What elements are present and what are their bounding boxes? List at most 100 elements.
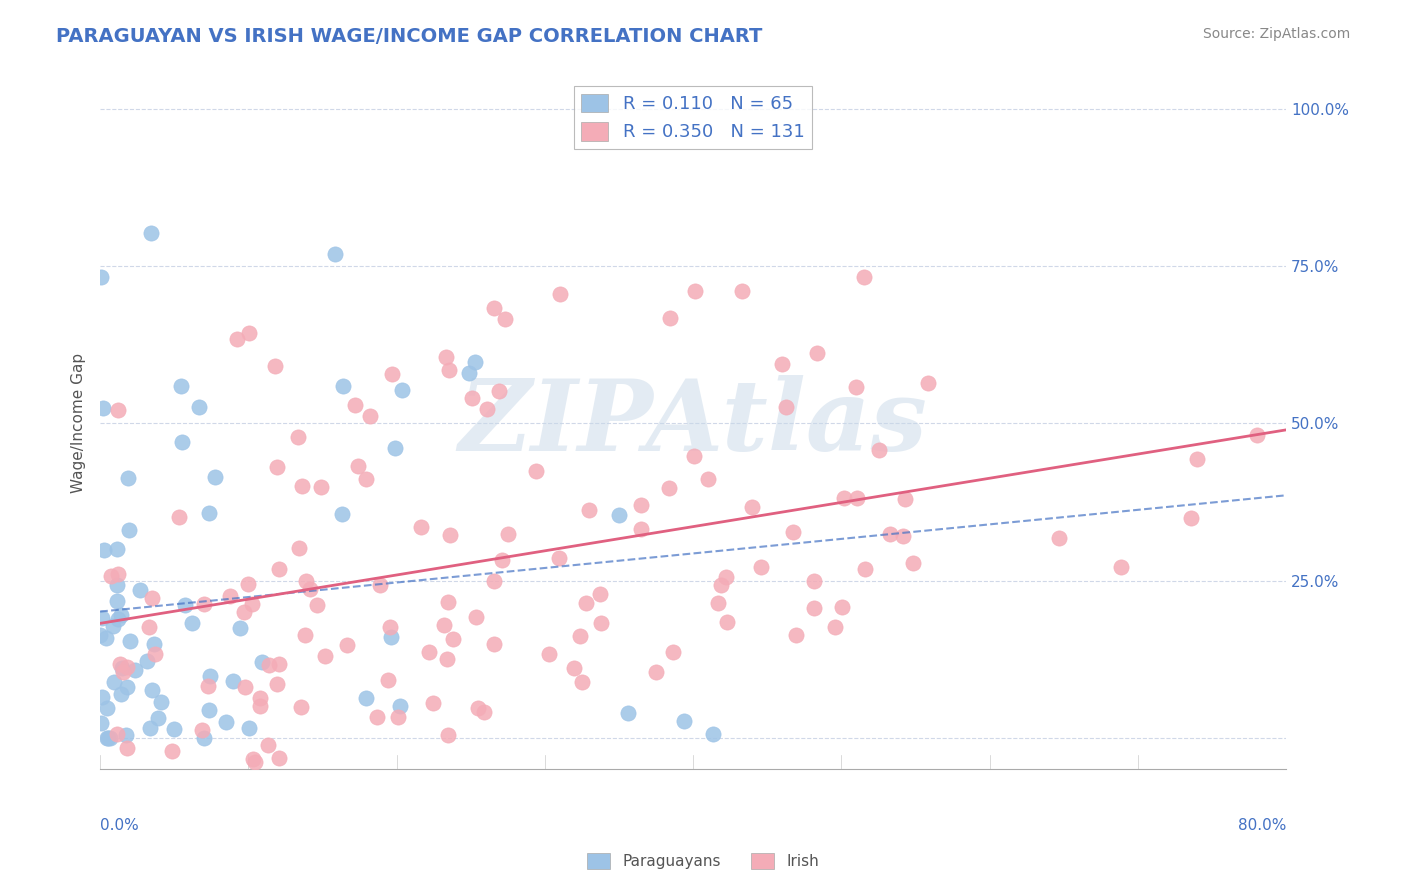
Point bbox=[439, 527, 461, 541]
Point bbox=[562, 661, 585, 675]
Point bbox=[387, 710, 409, 724]
Point bbox=[917, 376, 939, 390]
Point bbox=[645, 665, 668, 679]
Point bbox=[105, 577, 128, 591]
Point bbox=[101, 619, 124, 633]
Point bbox=[193, 597, 215, 611]
Point bbox=[377, 673, 399, 687]
Point bbox=[1180, 511, 1202, 525]
Point bbox=[834, 491, 856, 505]
Point bbox=[90, 715, 112, 730]
Point bbox=[1246, 427, 1268, 442]
Point bbox=[107, 612, 129, 626]
Point bbox=[707, 596, 730, 610]
Point bbox=[100, 731, 122, 746]
Point bbox=[354, 691, 377, 706]
Point bbox=[683, 284, 706, 298]
Point bbox=[1047, 531, 1070, 545]
Point bbox=[891, 529, 914, 543]
Point bbox=[803, 600, 825, 615]
Point bbox=[136, 654, 159, 668]
Point bbox=[295, 574, 318, 588]
Point bbox=[437, 595, 460, 609]
Point bbox=[441, 632, 464, 646]
Point bbox=[107, 402, 129, 417]
Point bbox=[111, 661, 134, 675]
Point bbox=[314, 648, 336, 663]
Point bbox=[115, 741, 138, 756]
Point bbox=[229, 620, 252, 634]
Point bbox=[146, 711, 169, 725]
Point bbox=[749, 560, 772, 574]
Point bbox=[702, 726, 724, 740]
Point bbox=[97, 731, 120, 746]
Point bbox=[894, 492, 917, 507]
Point bbox=[103, 674, 125, 689]
Text: ZIPAtlas: ZIPAtlas bbox=[458, 376, 928, 472]
Point bbox=[831, 599, 853, 614]
Point bbox=[173, 598, 195, 612]
Point bbox=[855, 562, 877, 576]
Point bbox=[571, 674, 593, 689]
Point bbox=[494, 312, 516, 326]
Point bbox=[163, 722, 186, 736]
Point bbox=[149, 695, 172, 709]
Point bbox=[193, 731, 215, 745]
Point bbox=[568, 629, 591, 643]
Point bbox=[332, 379, 354, 393]
Point bbox=[188, 400, 211, 414]
Point bbox=[482, 637, 505, 651]
Point bbox=[141, 591, 163, 605]
Point bbox=[105, 727, 128, 741]
Point bbox=[588, 587, 610, 601]
Point bbox=[218, 590, 240, 604]
Point bbox=[160, 744, 183, 758]
Point bbox=[96, 731, 118, 746]
Point bbox=[439, 363, 461, 377]
Point bbox=[110, 608, 132, 623]
Point bbox=[782, 525, 804, 540]
Point bbox=[1109, 560, 1132, 574]
Point bbox=[482, 574, 505, 589]
Point bbox=[305, 598, 328, 612]
Point bbox=[434, 350, 457, 364]
Point bbox=[238, 577, 260, 591]
Point bbox=[461, 392, 484, 406]
Legend: Paraguayans, Irish: Paraguayans, Irish bbox=[581, 847, 825, 875]
Point bbox=[94, 631, 117, 645]
Point bbox=[198, 703, 221, 717]
Point bbox=[143, 637, 166, 651]
Legend: R = 0.110   N = 65, R = 0.350   N = 131: R = 0.110 N = 65, R = 0.350 N = 131 bbox=[574, 87, 811, 149]
Point bbox=[879, 526, 901, 541]
Point bbox=[730, 284, 752, 298]
Point bbox=[336, 638, 359, 652]
Point bbox=[380, 630, 402, 644]
Point bbox=[457, 366, 479, 380]
Point bbox=[418, 645, 440, 659]
Y-axis label: Wage/Income Gap: Wage/Income Gap bbox=[72, 353, 86, 493]
Point bbox=[845, 380, 868, 394]
Point bbox=[108, 657, 131, 671]
Point bbox=[378, 620, 401, 634]
Point bbox=[117, 471, 139, 485]
Point bbox=[267, 750, 290, 764]
Point bbox=[548, 287, 571, 301]
Point bbox=[409, 520, 432, 534]
Point bbox=[117, 680, 139, 694]
Point bbox=[491, 553, 513, 567]
Point bbox=[436, 652, 458, 666]
Point bbox=[294, 628, 316, 642]
Point bbox=[464, 354, 486, 368]
Point bbox=[806, 346, 828, 360]
Point bbox=[128, 583, 150, 598]
Point bbox=[488, 384, 510, 399]
Point bbox=[697, 473, 720, 487]
Point bbox=[107, 567, 129, 582]
Point bbox=[96, 701, 118, 715]
Point bbox=[803, 574, 825, 589]
Point bbox=[347, 459, 370, 474]
Point bbox=[117, 660, 139, 674]
Point bbox=[221, 674, 243, 689]
Point bbox=[575, 596, 598, 610]
Point bbox=[524, 464, 547, 478]
